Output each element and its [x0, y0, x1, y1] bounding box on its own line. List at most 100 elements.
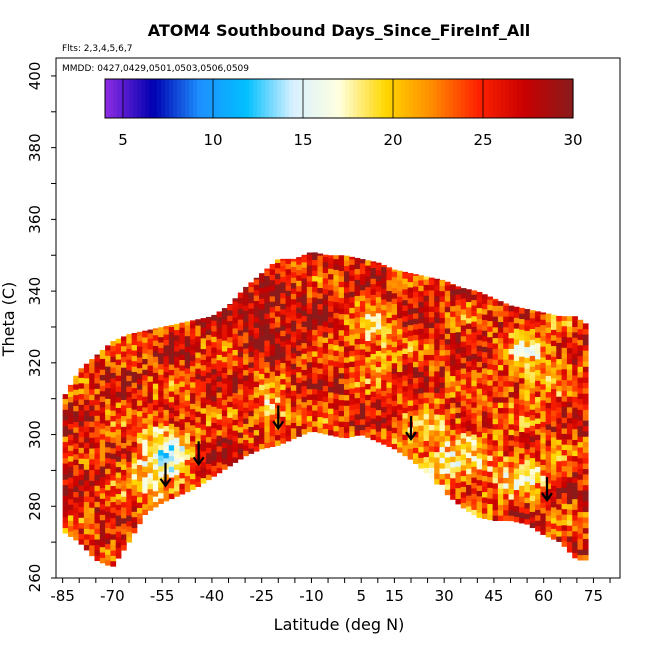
heatmap-cell	[450, 294, 456, 301]
heatmap-cell	[503, 326, 509, 333]
heatmap-cell	[110, 523, 117, 529]
heatmap-cell	[78, 393, 85, 400]
heatmap-cell	[338, 415, 345, 422]
heatmap-cell	[386, 355, 393, 361]
heatmap-cell	[211, 411, 217, 418]
heatmap-cell	[105, 549, 111, 555]
heatmap-cell	[503, 509, 509, 516]
heatmap-cell	[290, 347, 297, 354]
heatmap-cell	[78, 468, 85, 475]
heatmap-cell	[434, 457, 440, 463]
heatmap-cell	[397, 393, 403, 399]
heatmap-cell	[152, 420, 159, 427]
heatmap-cell	[131, 382, 138, 389]
heatmap-cell	[349, 366, 355, 373]
heatmap-cell	[211, 444, 217, 450]
heatmap-cell	[481, 346, 488, 353]
heatmap-cell	[253, 289, 260, 296]
heatmap-cell	[497, 396, 504, 403]
heatmap-cell	[370, 423, 377, 430]
heatmap-cell	[184, 351, 191, 358]
heatmap-cell	[487, 385, 493, 392]
heatmap-cell	[131, 500, 138, 507]
heatmap-cell	[269, 382, 276, 388]
heatmap-cell	[67, 498, 74, 505]
heatmap-cell	[349, 334, 355, 341]
heatmap-cell	[338, 255, 345, 261]
heatmap-cell	[269, 322, 276, 329]
heatmap-cell	[545, 434, 552, 441]
heatmap-cell	[184, 421, 191, 428]
heatmap-cell	[285, 381, 292, 388]
heatmap-cell	[418, 452, 424, 458]
heatmap-cell	[83, 394, 90, 400]
heatmap-cell	[343, 281, 350, 288]
heatmap-cell	[147, 408, 154, 415]
heatmap-cell	[402, 278, 409, 285]
heatmap-cell	[434, 387, 440, 393]
heatmap-cell	[444, 281, 451, 286]
heatmap-cell	[550, 528, 557, 535]
heatmap-cell	[545, 515, 552, 522]
heatmap-cell	[354, 274, 361, 280]
heatmap-cell	[508, 327, 515, 333]
heatmap-cell	[232, 457, 239, 463]
heatmap-cell	[205, 329, 212, 335]
heatmap-cell	[503, 472, 509, 478]
heatmap-cell	[343, 297, 350, 304]
heatmap-cell	[582, 474, 589, 480]
heatmap-cell	[259, 292, 265, 299]
heatmap-cell	[317, 276, 324, 283]
heatmap-cell	[317, 260, 324, 267]
heatmap-cell	[492, 515, 499, 522]
heatmap-cell	[205, 463, 212, 470]
heatmap-cell	[179, 467, 186, 473]
heatmap-cell	[131, 371, 138, 378]
heatmap-cell	[529, 403, 536, 410]
heatmap-cell	[582, 355, 589, 362]
colorbar-cell	[201, 79, 206, 118]
heatmap-cell	[179, 456, 186, 463]
heatmap-cell	[99, 433, 106, 440]
heatmap-cell	[227, 347, 233, 354]
heatmap-cell	[572, 461, 578, 467]
heatmap-cell	[550, 420, 557, 427]
heatmap-cell	[508, 364, 515, 371]
heatmap-cell	[513, 328, 520, 335]
heatmap-cell	[131, 360, 138, 367]
heatmap-cell	[237, 292, 244, 299]
heatmap-cell	[497, 429, 504, 435]
heatmap-cell	[349, 280, 355, 287]
heatmap-cell	[460, 497, 467, 504]
heatmap-cell	[412, 388, 419, 395]
heatmap-cell	[243, 391, 249, 398]
heatmap-cell	[487, 498, 493, 505]
heatmap-cell	[131, 350, 138, 356]
heatmap-cell	[524, 518, 531, 525]
heatmap-cell	[179, 461, 186, 468]
heatmap-cell	[349, 355, 355, 362]
heatmap-cell	[375, 398, 382, 405]
heatmap-cell	[444, 381, 451, 388]
heatmap-cell	[423, 467, 430, 474]
heatmap-cell	[227, 455, 233, 461]
heatmap-cell	[391, 330, 398, 337]
heatmap-cell	[492, 499, 499, 505]
heatmap-cell	[572, 396, 578, 403]
heatmap-cell	[550, 314, 557, 320]
heatmap-cell	[126, 434, 133, 441]
heatmap-cell	[359, 289, 366, 296]
heatmap-cell	[136, 491, 143, 498]
heatmap-cell	[216, 462, 223, 468]
heatmap-cell	[476, 420, 483, 427]
heatmap-cell	[174, 399, 180, 406]
heatmap-cell	[248, 410, 255, 417]
heatmap-cell	[227, 433, 233, 440]
heatmap-cell	[89, 545, 95, 551]
heatmap-cell	[216, 370, 223, 377]
heatmap-cell	[274, 284, 281, 290]
heatmap-cell	[115, 418, 122, 425]
heatmap-cell	[285, 274, 292, 281]
colorbar-tick-label: 30	[563, 131, 582, 149]
heatmap-cell	[439, 479, 446, 485]
